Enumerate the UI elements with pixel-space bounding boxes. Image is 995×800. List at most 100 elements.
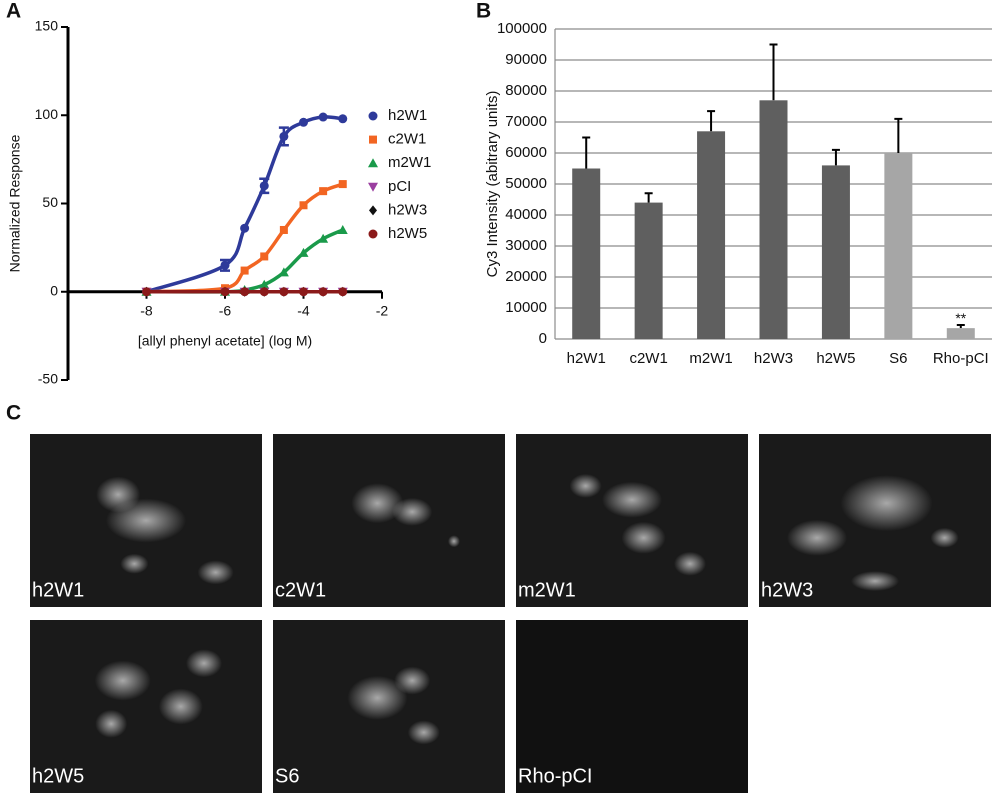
x-tick-label: c2W1 <box>629 350 667 367</box>
error-bar <box>894 117 903 153</box>
legend-label: pCI <box>388 178 411 195</box>
legend-label: c2W1 <box>388 131 426 148</box>
y-tick-label: 50 <box>42 194 58 210</box>
cell <box>351 483 404 524</box>
cell <box>186 649 222 678</box>
image-label: c2W1 <box>275 579 326 601</box>
legend-marker <box>368 182 378 192</box>
annotation: ** <box>955 310 966 326</box>
marker <box>338 114 348 124</box>
cell <box>840 475 933 532</box>
y-tick-label: 90000 <box>505 51 547 68</box>
cell <box>95 709 128 738</box>
panel-label: B <box>476 0 491 23</box>
image-label: m2W1 <box>518 579 576 601</box>
legend-label: h2W3 <box>388 201 427 218</box>
error-bar <box>644 192 653 203</box>
x-tick-label: h2W5 <box>816 350 855 367</box>
cell <box>787 519 847 556</box>
marker <box>299 201 308 210</box>
micrograph <box>516 434 748 607</box>
marker <box>279 131 289 141</box>
micrograph <box>30 620 262 793</box>
bar <box>821 165 850 339</box>
cell <box>569 473 602 498</box>
marker <box>260 252 269 261</box>
y-tick-label: 100 <box>35 106 59 122</box>
legend-marker <box>368 111 378 121</box>
legend-marker <box>368 229 378 239</box>
legend-marker <box>369 205 377 216</box>
marker <box>240 287 250 297</box>
y-tick-label: -50 <box>38 371 58 387</box>
marker <box>220 260 230 270</box>
error-bar <box>956 324 965 329</box>
y-tick-label: 100000 <box>497 20 547 37</box>
y-tick-label: 10000 <box>505 299 547 316</box>
marker <box>142 287 151 297</box>
marker <box>337 224 348 234</box>
error-bar <box>707 110 716 132</box>
y-tick-label: 50000 <box>505 175 547 192</box>
cell <box>120 553 149 574</box>
panel-label: A <box>6 0 21 23</box>
marker <box>279 225 288 234</box>
marker <box>259 181 269 191</box>
series-line <box>145 115 343 294</box>
image-label: Rho-pCI <box>518 765 592 787</box>
x-tick-label: Rho-pCI <box>933 350 989 367</box>
bar <box>697 131 726 339</box>
marker <box>259 279 270 289</box>
bar <box>946 328 975 339</box>
y-tick-label: 80000 <box>505 82 547 99</box>
cell <box>347 675 408 720</box>
marker <box>299 287 308 297</box>
marker <box>240 266 249 275</box>
x-tick-label: m2W1 <box>689 350 732 367</box>
image-label: h2W3 <box>761 579 813 601</box>
marker <box>298 247 309 257</box>
legend-label: h2W1 <box>388 107 427 124</box>
marker <box>318 287 328 297</box>
legend-marker <box>368 158 378 168</box>
marker <box>338 287 348 297</box>
cell <box>674 551 706 576</box>
cell <box>197 560 234 585</box>
error-bar <box>582 136 591 169</box>
y-tick-label: 0 <box>539 330 547 347</box>
marker <box>299 117 308 127</box>
legend-label: m2W1 <box>388 154 431 171</box>
cell <box>94 660 151 701</box>
panel-label: C <box>6 402 21 425</box>
y-tick-label: 40000 <box>505 206 547 223</box>
legend-label: h2W5 <box>388 225 427 242</box>
cell <box>602 481 662 518</box>
error-bar <box>769 43 778 101</box>
bar <box>884 153 913 339</box>
x-tick-label: -4 <box>297 302 310 318</box>
micrograph <box>516 620 748 793</box>
y-tick-label: 30000 <box>505 237 547 254</box>
series-line <box>146 182 344 294</box>
y-tick-label: 150 <box>35 18 59 34</box>
y-tick-label: 60000 <box>505 144 547 161</box>
image-label: S6 <box>275 765 299 787</box>
marker <box>338 180 347 189</box>
marker <box>220 287 230 297</box>
cell <box>158 688 203 725</box>
y-axis-label: Normalized Response <box>7 134 23 272</box>
bar <box>759 100 788 339</box>
bar <box>634 202 663 339</box>
cell <box>394 666 431 695</box>
cell <box>96 476 141 513</box>
image-label: h2W1 <box>32 579 84 601</box>
cell <box>392 497 433 526</box>
x-tick-label: -6 <box>219 302 232 318</box>
x-tick-label: h2W3 <box>754 350 793 367</box>
y-tick-label: 0 <box>50 282 58 298</box>
bar <box>572 168 601 339</box>
error-bar <box>831 148 840 166</box>
y-tick-label: 70000 <box>505 113 547 130</box>
legend-marker <box>369 135 377 144</box>
